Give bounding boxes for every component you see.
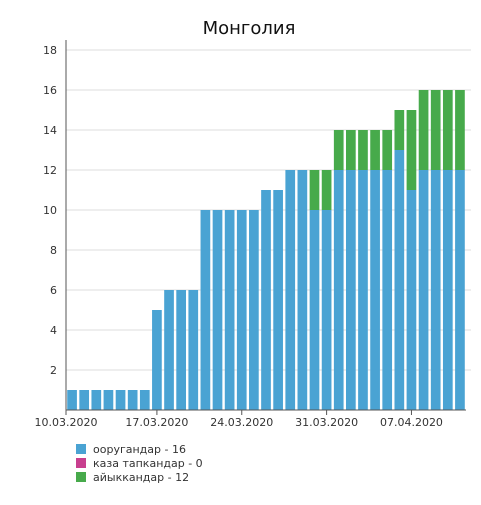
bar-segment-series-0 bbox=[455, 170, 465, 410]
y-tick-label: 6 bbox=[50, 284, 57, 297]
bar-segment-series-0 bbox=[406, 190, 417, 410]
bar-segment-series-0 bbox=[91, 390, 102, 410]
bar-segment-series-0 bbox=[442, 170, 453, 410]
legend-swatch bbox=[76, 444, 86, 454]
x-tick-label: 10.03.2020 bbox=[35, 416, 98, 429]
bar-segment-series-0 bbox=[103, 390, 114, 410]
bar-segment-series-2 bbox=[442, 90, 453, 170]
bar-segment-series-0 bbox=[249, 210, 259, 410]
bar-segment-series-0 bbox=[152, 310, 162, 410]
bar-segment-series-0 bbox=[176, 290, 186, 410]
bar-segment-series-0 bbox=[67, 390, 77, 410]
y-tick-label: 14 bbox=[43, 124, 57, 137]
bar-segment-series-0 bbox=[79, 390, 90, 410]
bar-segment-series-0 bbox=[188, 290, 199, 410]
y-tick-label: 10 bbox=[43, 204, 57, 217]
y-tick-label: 4 bbox=[50, 324, 57, 337]
bar-segment-series-0 bbox=[164, 290, 174, 410]
legend-label: айыккандар - 12 bbox=[93, 471, 189, 484]
legend-swatch bbox=[76, 458, 86, 468]
bar-segment-series-0 bbox=[115, 390, 126, 410]
y-tick-label: 18 bbox=[43, 44, 57, 57]
bar-segment-series-2 bbox=[406, 110, 417, 190]
bar-segment-series-2 bbox=[333, 130, 344, 170]
bar-segment-series-2 bbox=[321, 170, 332, 210]
x-tick-label: 24.03.2020 bbox=[210, 416, 273, 429]
bar-segment-series-0 bbox=[285, 170, 296, 410]
legend-label: каза тапкандар - 0 bbox=[93, 457, 203, 470]
bar-segment-series-2 bbox=[418, 90, 429, 170]
bar-segment-series-0 bbox=[358, 170, 368, 410]
x-tick-label: 07.04.2020 bbox=[380, 416, 443, 429]
y-tick-label: 12 bbox=[43, 164, 57, 177]
bar-segment-series-0 bbox=[273, 190, 283, 410]
bar-segment-series-0 bbox=[418, 170, 429, 410]
bar-segment-series-0 bbox=[333, 170, 344, 410]
bar-segment-series-0 bbox=[321, 210, 332, 410]
bar-segment-series-2 bbox=[394, 110, 405, 150]
x-tick-label: 17.03.2020 bbox=[125, 416, 188, 429]
bar-segment-series-0 bbox=[224, 210, 235, 410]
bar-segment-series-0 bbox=[200, 210, 211, 410]
bar-segment-series-0 bbox=[236, 210, 247, 410]
bar-segment-series-0 bbox=[261, 190, 271, 410]
bar-segment-series-0 bbox=[127, 390, 138, 410]
axes: 10.03.2020 17.03.2020 24.03.2020 31.03.2020… bbox=[35, 40, 466, 429]
bar-segment-series-0 bbox=[430, 170, 441, 410]
bar-segment-series-0 bbox=[346, 170, 356, 410]
y-tick-label: 16 bbox=[43, 84, 57, 97]
bar-segment-series-0 bbox=[382, 170, 393, 410]
y-tick-label: 2 bbox=[50, 364, 57, 377]
chart-title: Монголия bbox=[203, 18, 296, 39]
y-tick-label: 8 bbox=[50, 244, 57, 257]
bar-segment-series-2 bbox=[358, 130, 368, 170]
bar-segment-series-0 bbox=[139, 390, 150, 410]
bar-segment-series-0 bbox=[212, 210, 223, 410]
bar-segment-series-0 bbox=[394, 150, 405, 410]
legend-swatch bbox=[76, 472, 86, 482]
bar-segment-series-0 bbox=[309, 210, 320, 410]
bar-segment-series-2 bbox=[309, 170, 320, 210]
bar-segment-series-2 bbox=[382, 130, 393, 170]
bar-segment-series-2 bbox=[370, 130, 380, 170]
bar-segment-series-0 bbox=[297, 170, 308, 410]
bar-segment-series-2 bbox=[455, 90, 465, 170]
bar-segment-series-2 bbox=[346, 130, 356, 170]
bars bbox=[67, 90, 465, 410]
bar-segment-series-0 bbox=[370, 170, 380, 410]
x-tick-label: 31.03.2020 bbox=[295, 416, 358, 429]
legend-label: ооругандар - 16 bbox=[93, 443, 186, 456]
bar-segment-series-2 bbox=[430, 90, 441, 170]
